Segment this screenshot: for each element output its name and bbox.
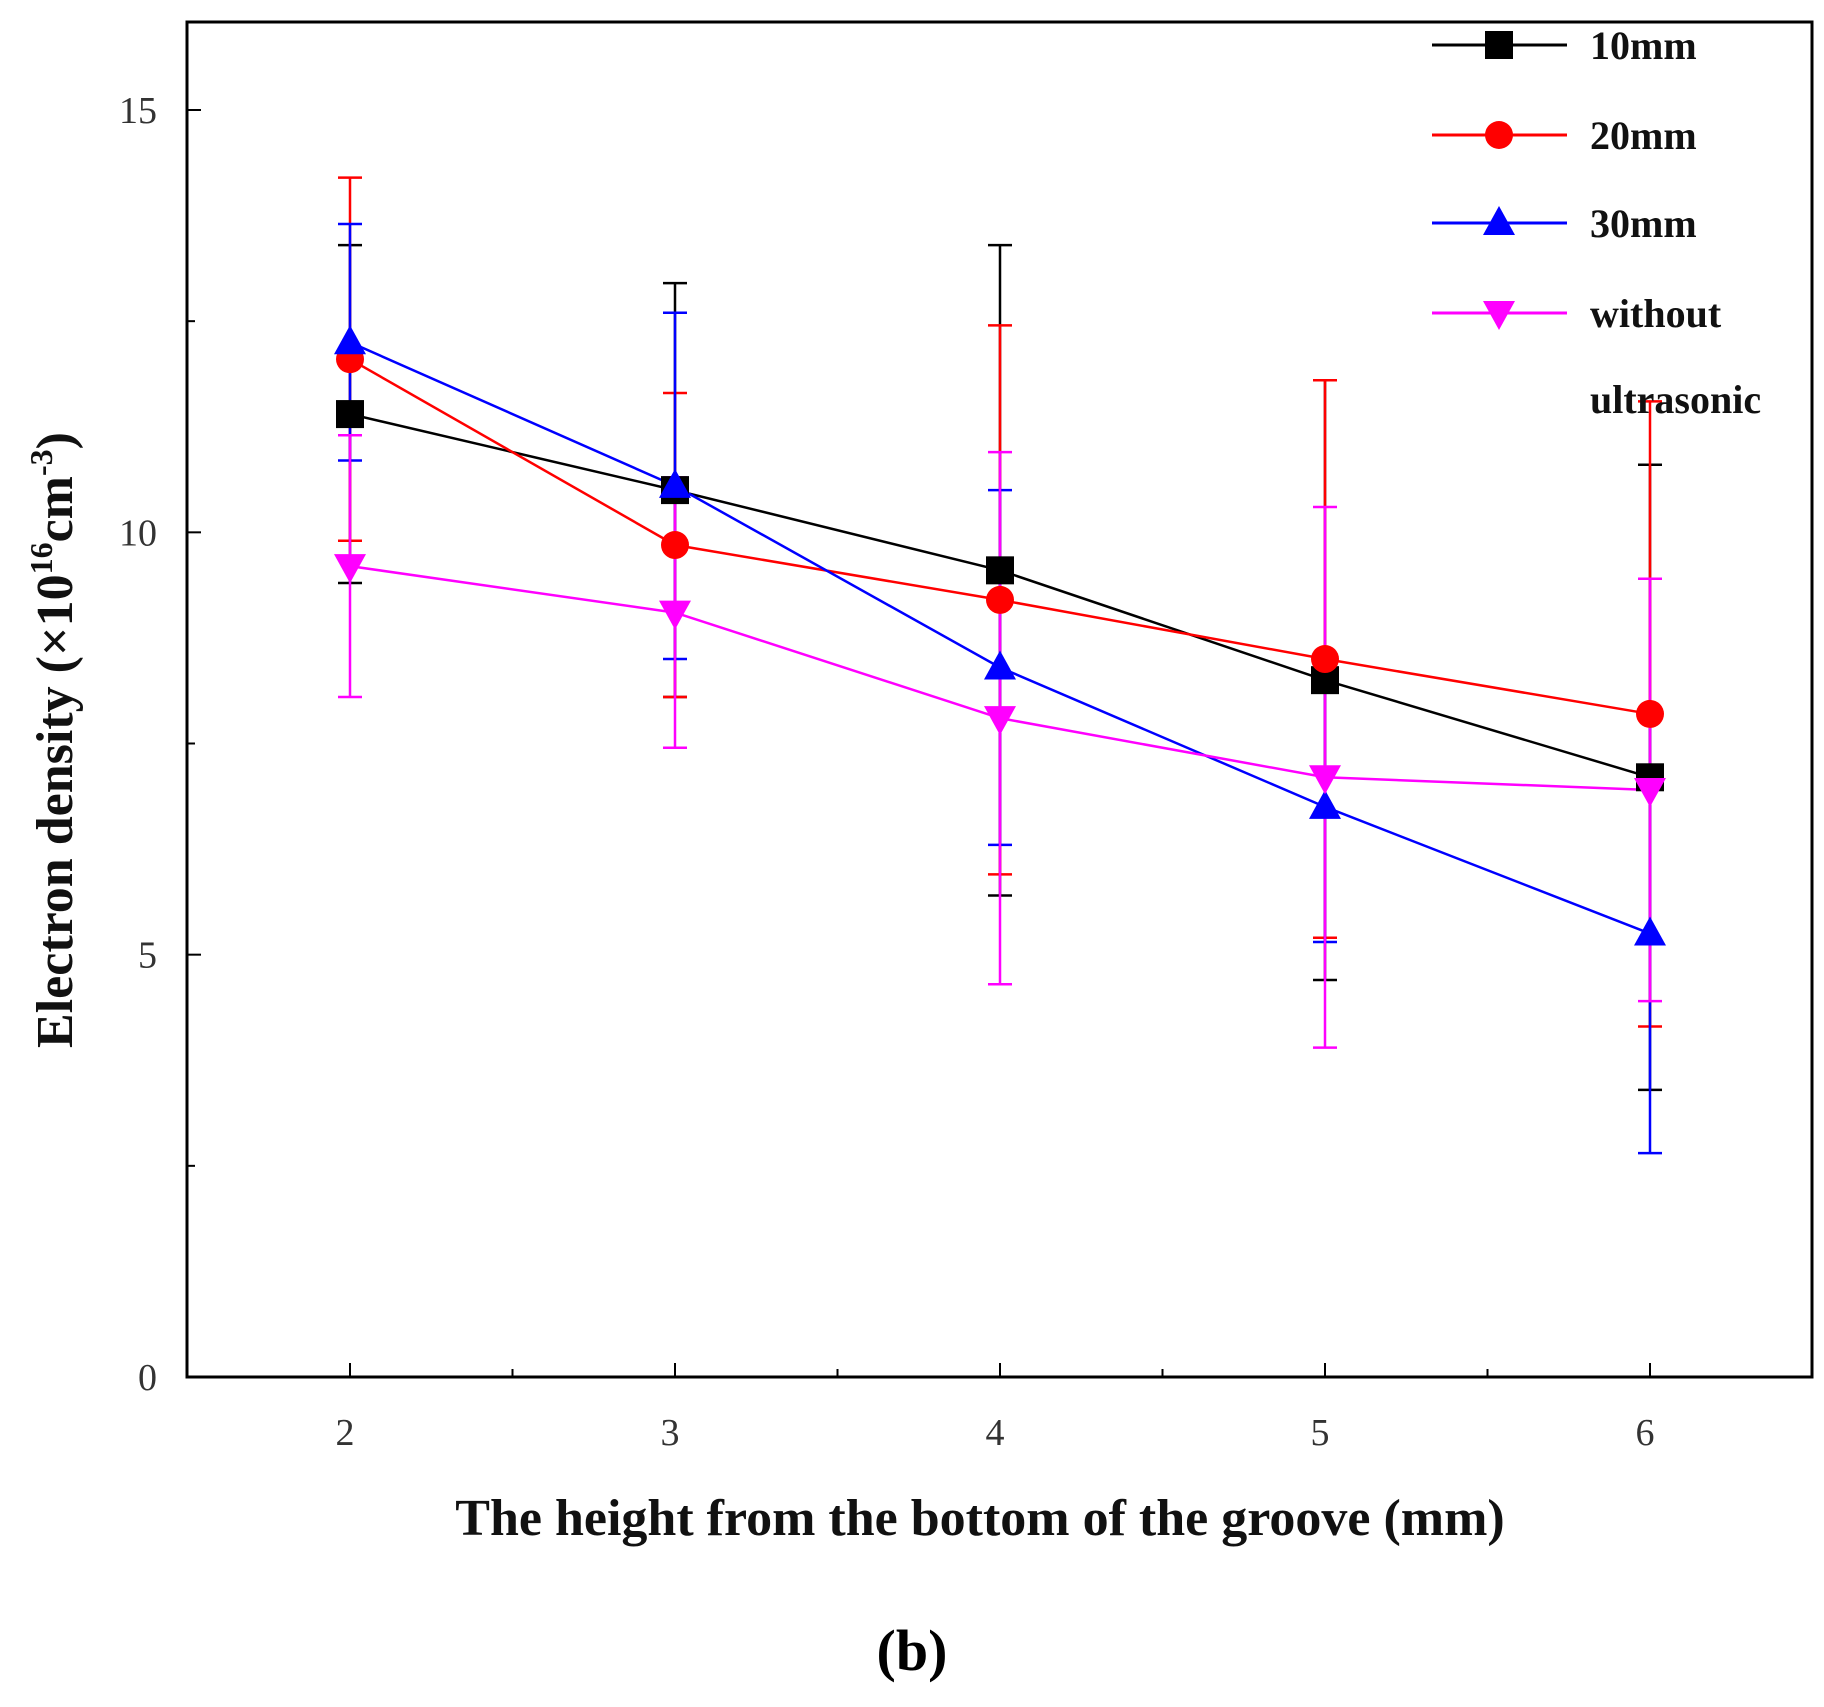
legend-label-30mm: 30mm bbox=[1590, 201, 1697, 246]
data-point-10mm bbox=[986, 556, 1014, 585]
x-tick-label: 4 bbox=[986, 1412, 1005, 1454]
legend-marker-20mm bbox=[1485, 121, 1513, 149]
legend-label-10mm: 10mm bbox=[1590, 23, 1697, 68]
legend-label-without: without bbox=[1590, 291, 1722, 336]
data-point-without bbox=[1634, 777, 1666, 807]
data-point-20mm bbox=[986, 585, 1014, 614]
y-axis-title: Electron density (×1016cm-3) bbox=[23, 432, 84, 1048]
data-point-30mm bbox=[1634, 916, 1666, 946]
y-tick-label: 0 bbox=[138, 1357, 157, 1399]
x-tick-label: 2 bbox=[336, 1412, 355, 1454]
legend-marker-without bbox=[1483, 301, 1515, 330]
y-axis-ticks: 0 5 10 15 bbox=[119, 90, 201, 1399]
y-tick-label: 5 bbox=[138, 935, 157, 977]
data-point-without bbox=[659, 600, 691, 630]
x-tick-label: 6 bbox=[1636, 1412, 1655, 1454]
data-point-without bbox=[984, 706, 1016, 736]
y-tick-label: 15 bbox=[119, 90, 157, 132]
legend-marker-30mm bbox=[1483, 206, 1515, 235]
legend-marker-10mm bbox=[1485, 31, 1513, 59]
data-point-30mm bbox=[334, 325, 366, 355]
data-point-without bbox=[334, 554, 366, 584]
data-point-20mm bbox=[1311, 645, 1339, 674]
legend-label-20mm: 20mm bbox=[1590, 113, 1697, 158]
x-axis-title: The height from the bottom of the groove… bbox=[455, 1490, 1504, 1547]
data-point-30mm bbox=[984, 650, 1016, 680]
data-point-20mm bbox=[1636, 699, 1664, 728]
legend-label-without-line2: ultrasonic bbox=[1590, 377, 1761, 422]
panel-label: (b) bbox=[877, 1618, 948, 1683]
data-markers bbox=[334, 325, 1666, 946]
data-point-30mm bbox=[1309, 789, 1341, 819]
x-tick-label: 3 bbox=[661, 1412, 680, 1454]
y-tick-label: 10 bbox=[119, 512, 157, 554]
x-axis-ticks: 2 3 4 5 6 bbox=[336, 1363, 1655, 1454]
data-point-30mm bbox=[659, 468, 691, 498]
data-point-without bbox=[1309, 765, 1341, 795]
data-point-20mm bbox=[661, 531, 689, 560]
legend: 10mm 20mm 30mm without ultrasonic bbox=[1432, 23, 1761, 422]
x-tick-label: 5 bbox=[1311, 1412, 1330, 1454]
data-point-10mm bbox=[336, 400, 364, 429]
